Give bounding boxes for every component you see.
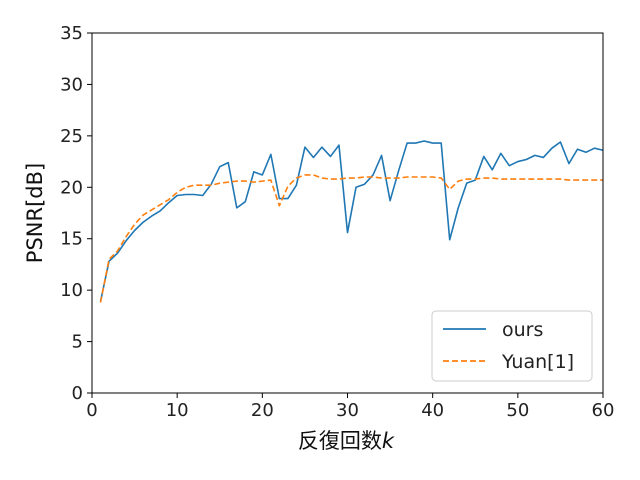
x-axis-label-variable: k: [382, 429, 395, 453]
legend-label: ours: [502, 319, 543, 341]
x-tick-label: 40: [421, 400, 444, 421]
axis-ticks: 0 10 20 30 40 50 60 0 5 10 15 20 25 30 35: [60, 23, 614, 421]
x-tick-label: 0: [86, 400, 97, 421]
y-tick-label: 20: [60, 177, 83, 198]
y-tick-label: 10: [60, 280, 83, 301]
axes-frame: [91, 32, 604, 394]
plot-area: [99, 140, 604, 303]
y-axis-label: PSNR[dB]: [23, 163, 47, 263]
y-tick-label: 0: [72, 383, 83, 404]
x-tick-label: 60: [592, 400, 615, 421]
y-tick-label: 15: [60, 229, 83, 250]
series-line-ours: [99, 140, 604, 302]
y-tick-label: 30: [60, 74, 83, 95]
x-tick-label: 20: [251, 400, 274, 421]
x-tick-label: 50: [506, 400, 529, 421]
series-line-yuan: [99, 174, 603, 303]
legend: ours Yuan[1]: [431, 310, 593, 382]
legend-label: Yuan[1]: [501, 351, 574, 373]
y-tick-label: 35: [60, 23, 83, 44]
x-tick-label: 10: [166, 400, 189, 421]
y-tick-label: 5: [72, 332, 83, 353]
x-tick-label: 30: [336, 400, 359, 421]
y-tick-label: 25: [60, 126, 83, 147]
x-axis-label: 反復回数k: [298, 429, 395, 453]
